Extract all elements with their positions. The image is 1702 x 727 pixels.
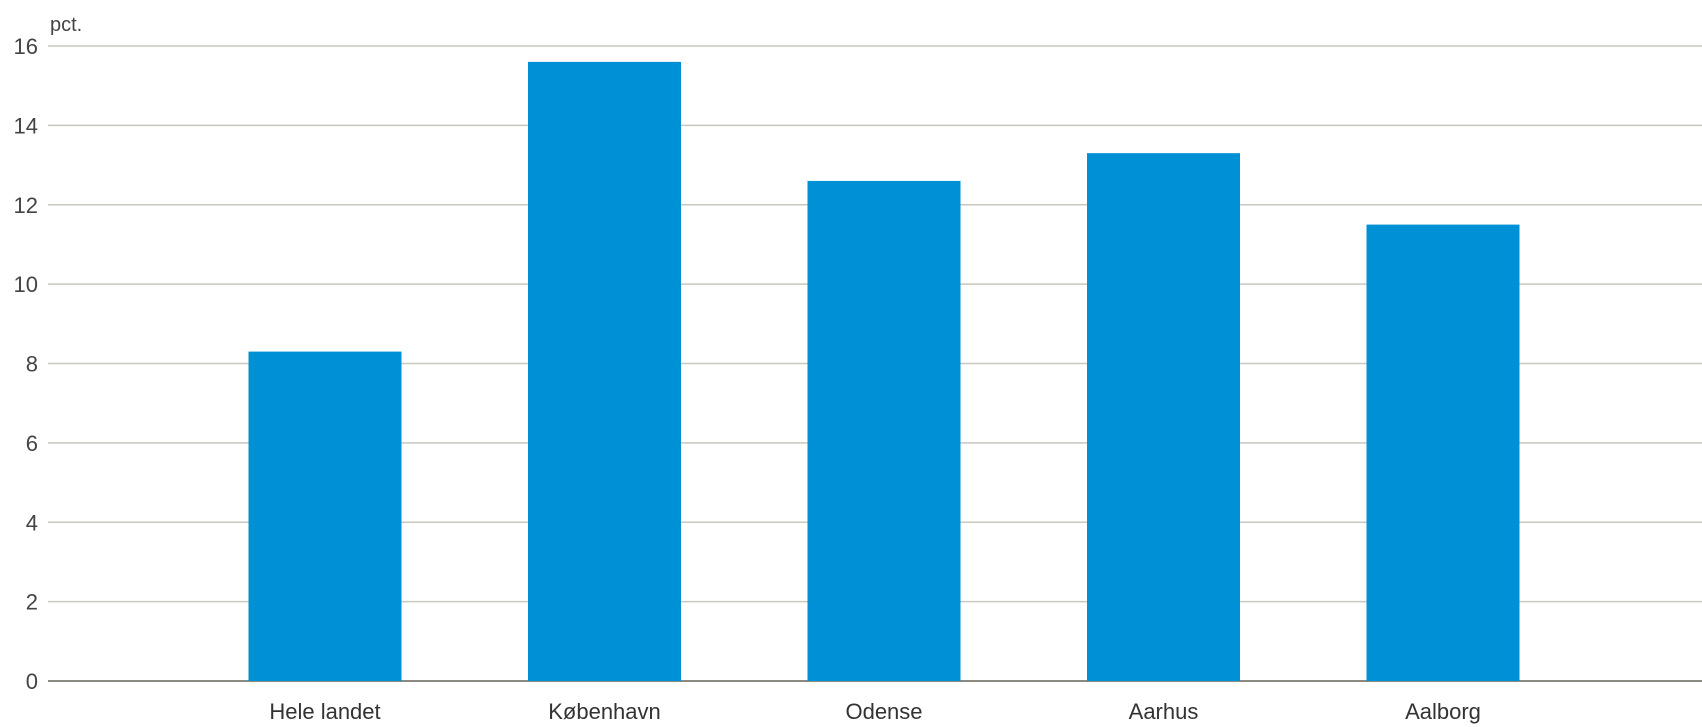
y-tick-label: 10 (14, 272, 38, 297)
y-tick-label: 8 (26, 352, 38, 377)
y-tick-label: 12 (14, 193, 38, 218)
x-category-label: Odense (845, 699, 922, 724)
bar (1087, 153, 1240, 681)
x-axis-categories: Hele landet København Odense Aarhus Aalborg (269, 699, 1481, 724)
y-tick-label: 6 (26, 431, 38, 456)
y-tick-label: 16 (14, 34, 38, 59)
bar (1366, 224, 1520, 681)
y-tick-label: 14 (14, 113, 38, 138)
y-tick-label: 2 (26, 590, 38, 615)
x-category-label: København (548, 699, 661, 724)
bar (248, 351, 402, 681)
y-axis-ticks: 0 2 4 6 8 10 12 14 16 (14, 34, 38, 694)
x-category-label: Aalborg (1405, 699, 1481, 724)
bar (528, 61, 681, 681)
y-tick-label: 4 (26, 510, 38, 535)
x-category-label: Hele landet (269, 699, 380, 724)
x-category-label: Aarhus (1129, 699, 1199, 724)
y-tick-label: 0 (26, 669, 38, 694)
bars (248, 61, 1520, 681)
y-axis-unit-label: pct. (50, 14, 82, 36)
bar (807, 180, 961, 681)
